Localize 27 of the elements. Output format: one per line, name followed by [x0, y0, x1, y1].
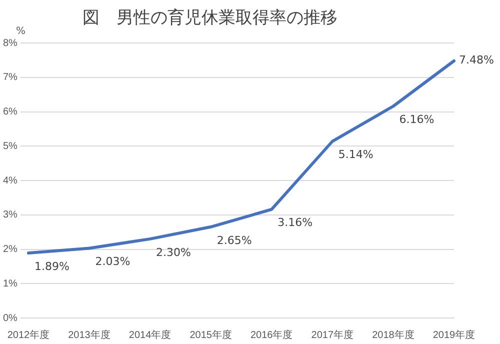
y-axis-title: %: [16, 26, 26, 37]
data-label: 2.03%: [95, 255, 130, 268]
y-tick-label: 8%: [3, 38, 18, 49]
data-label: 1.89%: [34, 260, 70, 273]
y-tick-label: 4%: [3, 175, 18, 186]
data-label: 2.30%: [156, 246, 191, 259]
x-tick-label: 2014年度: [128, 328, 172, 341]
x-tick-label: 2019年度: [432, 328, 476, 341]
y-tick-label: 7%: [3, 72, 18, 84]
x-tick-label: 2012年度: [7, 328, 50, 341]
y-tick-label: 0%: [3, 312, 18, 324]
x-tick-label: 2013年度: [68, 328, 110, 341]
data-label: 7.48%: [459, 54, 494, 67]
y-tick-label: 2%: [3, 244, 18, 255]
data-label: 3.16%: [278, 216, 313, 230]
y-tick-label: 1%: [3, 278, 18, 290]
data-label: 2.65%: [216, 234, 252, 247]
x-tick-label: 2017年度: [311, 328, 354, 341]
x-tick-label: 2015年度: [190, 328, 232, 341]
y-tick-label: 3%: [3, 210, 18, 221]
x-tick-label: 2018年度: [372, 328, 414, 341]
y-tick-label: 5%: [3, 140, 18, 152]
x-tick-label: 2016年度: [250, 328, 293, 341]
chart-title: 図 男性の育児休業取得率の推移: [82, 8, 338, 28]
data-label: 6.16%: [399, 113, 434, 126]
y-tick-label: 6%: [3, 106, 18, 118]
data-label: 5.14%: [338, 148, 374, 162]
